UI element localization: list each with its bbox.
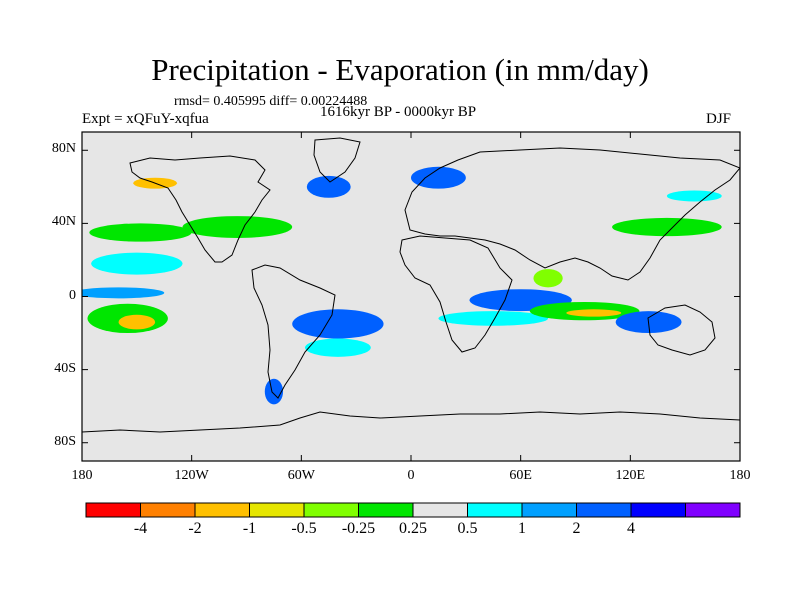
colorbar-swatch [467,502,523,518]
anomaly-region [566,309,622,317]
anomaly-region [91,252,183,275]
anomaly-region [438,311,549,326]
colorbar-swatch [140,502,196,518]
colorbar-swatch [630,502,686,518]
colorbar-label: 0.5 [457,520,478,537]
y-tick-label: 40S [54,360,76,376]
coastline-south-america [251,264,336,399]
anomaly-region [533,269,563,288]
coastline-africa [399,235,513,353]
anomaly-region [292,309,384,339]
x-tick-label: 0 [407,468,415,483]
anomaly-region [89,223,192,242]
y-tick-label: 80S [54,433,76,449]
y-tick-label: 40N [51,214,76,230]
y-tick-label: 0 [69,287,76,303]
colorbar-swatch [358,502,414,518]
anomaly-region [182,216,293,239]
x-tick-label: 120W [174,468,209,483]
colorbar-label: -0.25 [341,520,376,537]
y-tick-label: 80N [51,141,76,157]
coastline-europe-asia [404,147,740,281]
colorbar-label: -2 [188,520,202,537]
season-label: DJF [706,111,732,127]
anomaly-regions [82,166,722,405]
coastline-greenland [313,137,361,183]
colorbar-swatch [576,502,632,518]
colorbar-label: -1 [242,520,257,537]
x-tick-label: 60W [287,468,315,483]
time-period-label: 1616kyr BP - 0000kyr BP [320,104,477,120]
anomaly-region [82,287,165,299]
experiment-label: Expt = xQFuY-xqfua [82,111,209,127]
x-tick-label: 60E [509,468,532,483]
colorbar-label: -4 [133,520,148,537]
colorbar-swatch [249,502,305,518]
anomaly-region [304,338,371,357]
coastline-australia [647,304,716,356]
axis-ticks [81,132,741,461]
colorbar-swatch [685,502,741,518]
x-tick-label: 120E [615,468,646,483]
anomaly-region [666,190,722,202]
map-background [82,132,740,461]
coastline-north-america [129,155,271,263]
colorbar [85,502,741,518]
rmsd-diff-stats: rmsd= 0.405995 diff= 0.00224488 [174,94,368,109]
anomaly-region [118,314,156,330]
anomaly-region [612,217,722,237]
coastlines [82,137,740,433]
anomaly-region [411,166,466,189]
anomaly-region [306,175,351,198]
colorbar-swatch [85,502,141,518]
colorbar-label: 0.25 [399,520,427,537]
colorbar-label: -0.5 [291,520,317,537]
colorbar-swatch [521,502,577,518]
colorbar-label: 4 [627,520,635,537]
colorbar-swatch [412,502,468,518]
colorbar-swatch [303,502,359,518]
x-tick-label: 180 [729,468,751,483]
colorbar-label: 1 [518,520,526,537]
colorbar-swatch [194,502,250,518]
coastline-antarctica [82,411,740,433]
x-tick-label: 180 [71,468,93,483]
plot-title: Precipitation - Evaporation (in mm/day) [151,52,649,87]
colorbar-label: 2 [572,520,581,537]
anomaly-region [264,378,284,405]
